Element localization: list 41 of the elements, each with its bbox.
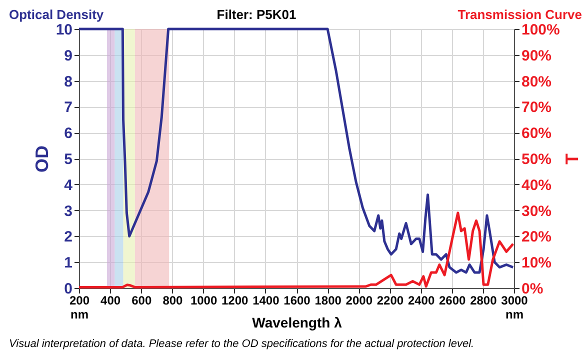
y2-tick-label: 20%: [522, 228, 552, 246]
y-tick-label: 6: [64, 125, 72, 142]
y-tick-label: 7: [64, 99, 72, 116]
x-tick-label: 1200: [222, 294, 249, 308]
x-tick-label: 1800: [314, 294, 342, 308]
y2-tick-label: 90%: [522, 47, 552, 64]
x-tick-label: 1000: [190, 294, 218, 308]
chart-title: Filter: P5K01: [216, 7, 296, 22]
y2-tick-label: 80%: [522, 73, 552, 90]
y-tick-label: 1: [64, 254, 72, 272]
x-tick-label: 1400: [252, 294, 280, 308]
y-axis-title: OD: [32, 146, 52, 172]
x-tick-label: 2600: [439, 294, 466, 308]
x-tick-label: 2200: [376, 294, 404, 308]
y-tick-label: 5: [64, 151, 72, 168]
y-tick-label: 2: [64, 228, 72, 246]
line-series: [78, 28, 514, 274]
x-tick-label: 2400: [408, 294, 435, 308]
y-tick-label: 3: [64, 202, 72, 220]
y2-tick-label: 70%: [522, 99, 552, 116]
y2-axis-title: T: [562, 154, 582, 164]
y-tick-label: 4: [64, 176, 74, 194]
x-tick-label: 800: [162, 294, 184, 308]
x-axis-title: Wavelength λ: [252, 314, 342, 330]
y2-tick-label: 40%: [522, 176, 552, 194]
text: Transmission Curve: [458, 7, 582, 22]
x-tick-label: 400: [100, 294, 121, 308]
y-tick-label: 9: [64, 47, 72, 64]
x-tick-label: 1600: [284, 294, 311, 308]
x-tick-label: 600: [132, 294, 152, 308]
x-tick-label: 2800: [470, 294, 498, 308]
y2-tick-label: 100%: [522, 22, 560, 38]
y-tick-label: 10: [56, 22, 72, 38]
y2-tick-label: 10%: [522, 254, 552, 272]
text: Visual interpretation of data. Please refer to the OD specifications for the actual protection level.: [9, 338, 474, 350]
y2-tick-label: 50%: [522, 151, 552, 168]
y2-tick-label: 60%: [522, 125, 552, 142]
y-tick-label: 8: [64, 73, 72, 90]
x-tick-label: 2000: [346, 294, 373, 308]
y2-tick-label: 30%: [522, 202, 552, 220]
text: Optical Density: [9, 7, 104, 22]
